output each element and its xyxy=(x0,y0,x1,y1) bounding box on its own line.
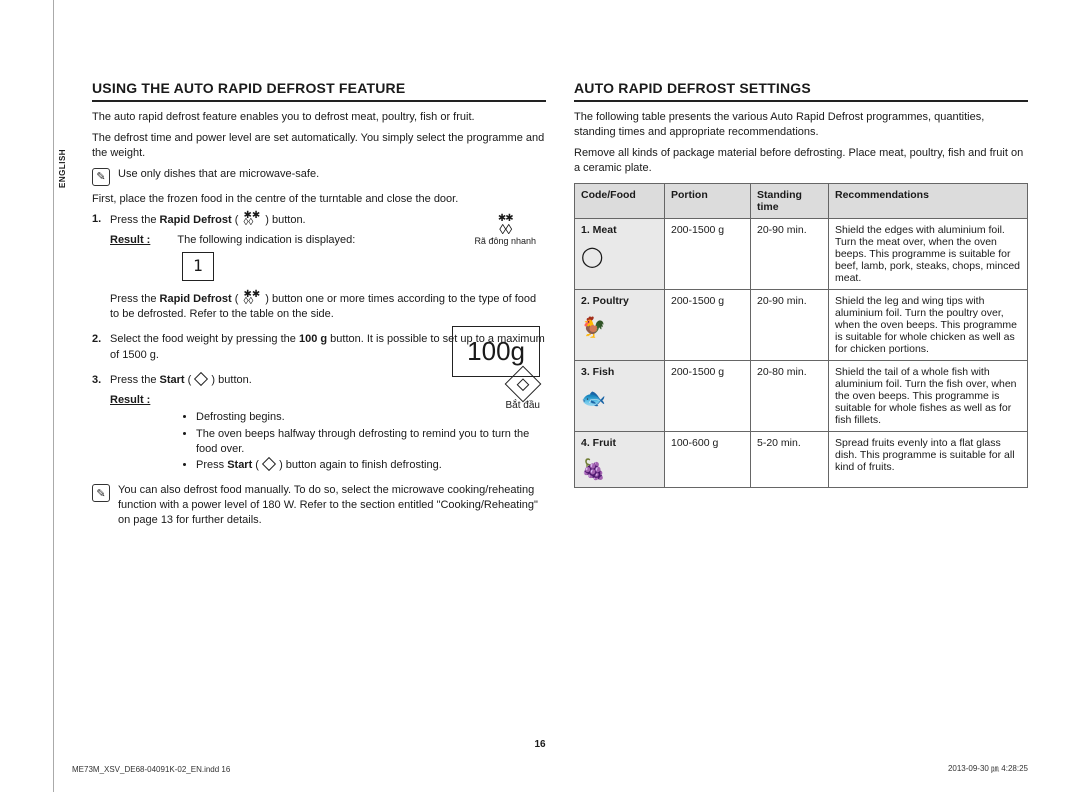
footer-left: ME73M_XSV_DE68-04091K-02_EN.indd 16 xyxy=(72,765,230,774)
cell-code: 4. Fruit🍇 xyxy=(575,432,665,488)
step1-text-c: ( xyxy=(232,214,242,226)
step-2: 2. 100g Select the food weight by pressi… xyxy=(92,332,546,363)
page-number: 16 xyxy=(534,739,545,750)
table-row: 3. Fish🐟200-1500 g20-80 min.Shield the t… xyxy=(575,361,1028,432)
left-intro-3: First, place the frozen food in the cent… xyxy=(92,192,546,207)
cell-code: 1. Meat◯ xyxy=(575,219,665,290)
cell-code: 2. Poultry🐓 xyxy=(575,290,665,361)
step1-tail-a: Press the xyxy=(110,293,160,305)
left-intro-1: The auto rapid defrost feature enables y… xyxy=(92,110,546,125)
steps-list: 1. ✱✱◊◊ Rã đông nhanh Press the Rapid De… xyxy=(92,212,546,473)
right-title: AUTO RAPID DEFROST SETTINGS xyxy=(574,80,1028,102)
bullet3-c: ( xyxy=(252,459,262,471)
note-text-1: Use only dishes that are microwave-safe. xyxy=(118,167,319,182)
step-number: 3. xyxy=(92,373,101,388)
table-row: 1. Meat◯200-1500 g20-90 min.Shield the e… xyxy=(575,219,1028,290)
step3-text-c: ( xyxy=(185,374,195,386)
start-button-icon: Bắt đầu xyxy=(506,371,540,413)
bullet3-d: ) button again to finish defrosting. xyxy=(276,459,442,471)
food-icon: 🍇 xyxy=(581,457,658,482)
step-number: 2. xyxy=(92,332,101,347)
step1-tail-c: ( xyxy=(232,293,242,305)
lcd-display: 1 xyxy=(182,252,214,280)
result-label-2: Result : xyxy=(110,394,150,406)
bullet-1: Defrosting begins. xyxy=(196,410,546,425)
bullet3-b: Start xyxy=(227,459,252,471)
cell-time: 5-20 min. xyxy=(751,432,829,488)
note-row-2: You can also defrost food manually. To d… xyxy=(92,483,546,528)
bullet-3: Press Start ( ) button again to finish d… xyxy=(196,458,546,473)
step3-text-b: Start xyxy=(160,374,185,386)
bullet-2: The oven beeps halfway through defrostin… xyxy=(196,427,546,457)
cell-portion: 200-1500 g xyxy=(665,290,751,361)
food-icon: 🐓 xyxy=(581,315,658,340)
footer-right: 2013-09-30 ㏘ 4:28:25 xyxy=(948,763,1028,774)
right-intro-2: Remove all kinds of package material bef… xyxy=(574,146,1028,176)
left-title: USING THE AUTO RAPID DEFROST FEATURE xyxy=(92,80,546,102)
step1-tail-b: Rapid Defrost xyxy=(160,293,232,305)
step2-text-b: 100 g xyxy=(299,333,327,345)
language-tab: ENGLISH xyxy=(58,149,67,188)
inline-defrost-icon-2: ✱✱◊◊ xyxy=(243,291,260,305)
defrost-glyph: ✱✱◊◊ xyxy=(498,210,513,236)
food-icon: ◯ xyxy=(581,244,658,269)
step2-text-a: Select the food weight by pressing the xyxy=(110,333,299,345)
table-header-row: Code/Food Portion Standing time Recommen… xyxy=(575,184,1028,219)
th-portion: Portion xyxy=(665,184,751,219)
margin-rule xyxy=(53,0,54,792)
inline-defrost-icon: ✱✱◊◊ xyxy=(243,212,260,226)
th-rec: Recommendations xyxy=(829,184,1028,219)
bullet3-a: Press xyxy=(196,459,227,471)
cell-portion: 200-1500 g xyxy=(665,219,751,290)
cell-recommendation: Shield the edges with aluminium foil. Tu… xyxy=(829,219,1028,290)
defrost-icon-label: Rã đông nhanh xyxy=(474,237,536,247)
cell-code: 3. Fish🐟 xyxy=(575,361,665,432)
table-row: 4. Fruit🍇100-600 g5-20 min.Spread fruits… xyxy=(575,432,1028,488)
note-text-2: You can also defrost food manually. To d… xyxy=(118,483,546,528)
cell-time: 20-80 min. xyxy=(751,361,829,432)
inline-diamond-icon xyxy=(194,372,208,386)
result-label: Result : xyxy=(110,234,150,246)
rapid-defrost-icon: ✱✱◊◊ Rã đông nhanh xyxy=(474,210,536,246)
right-column: AUTO RAPID DEFROST SETTINGS The followin… xyxy=(574,80,1028,534)
cell-portion: 200-1500 g xyxy=(665,361,751,432)
left-intro-2: The defrost time and power level are set… xyxy=(92,131,546,161)
cell-time: 20-90 min. xyxy=(751,219,829,290)
left-column: USING THE AUTO RAPID DEFROST FEATURE The… xyxy=(92,80,546,534)
cell-time: 20-90 min. xyxy=(751,290,829,361)
defrost-settings-table: Code/Food Portion Standing time Recommen… xyxy=(574,183,1028,488)
result-bullets: Defrosting begins. The oven beeps halfwa… xyxy=(196,410,546,473)
step-number: 1. xyxy=(92,212,101,227)
th-code: Code/Food xyxy=(575,184,665,219)
step-3: 3. Bắt đầu Press the Start ( ) button. R… xyxy=(92,373,546,473)
step3-text-d: ) button. xyxy=(208,374,251,386)
cell-recommendation: Shield the tail of a whole fish with alu… xyxy=(829,361,1028,432)
note-icon xyxy=(92,484,110,502)
step1-text-a: Press the xyxy=(110,214,160,226)
note-row-1: Use only dishes that are microwave-safe. xyxy=(92,167,546,186)
two-column-layout: USING THE AUTO RAPID DEFROST FEATURE The… xyxy=(92,80,1028,534)
step1-result-text: The following indication is displayed: xyxy=(177,234,355,246)
cell-recommendation: Spread fruits evenly into a flat glass d… xyxy=(829,432,1028,488)
step3-text-a: Press the xyxy=(110,374,160,386)
food-icon: 🐟 xyxy=(581,386,658,411)
table-row: 2. Poultry🐓200-1500 g20-90 min.Shield th… xyxy=(575,290,1028,361)
cell-recommendation: Shield the leg and wing tips with alumin… xyxy=(829,290,1028,361)
step1-text-b: Rapid Defrost xyxy=(160,214,232,226)
note-icon xyxy=(92,168,110,186)
cell-portion: 100-600 g xyxy=(665,432,751,488)
lcd-display-group: 1 xyxy=(182,252,546,280)
step-1: 1. ✱✱◊◊ Rã đông nhanh Press the Rapid De… xyxy=(92,212,546,322)
th-time: Standing time xyxy=(751,184,829,219)
step1-text-d: ) button. xyxy=(262,214,305,226)
inline-diamond-icon-2 xyxy=(262,457,276,471)
manual-page: ENGLISH USING THE AUTO RAPID DEFROST FEA… xyxy=(0,0,1080,792)
right-intro-1: The following table presents the various… xyxy=(574,110,1028,140)
diamond-icon xyxy=(504,366,541,403)
